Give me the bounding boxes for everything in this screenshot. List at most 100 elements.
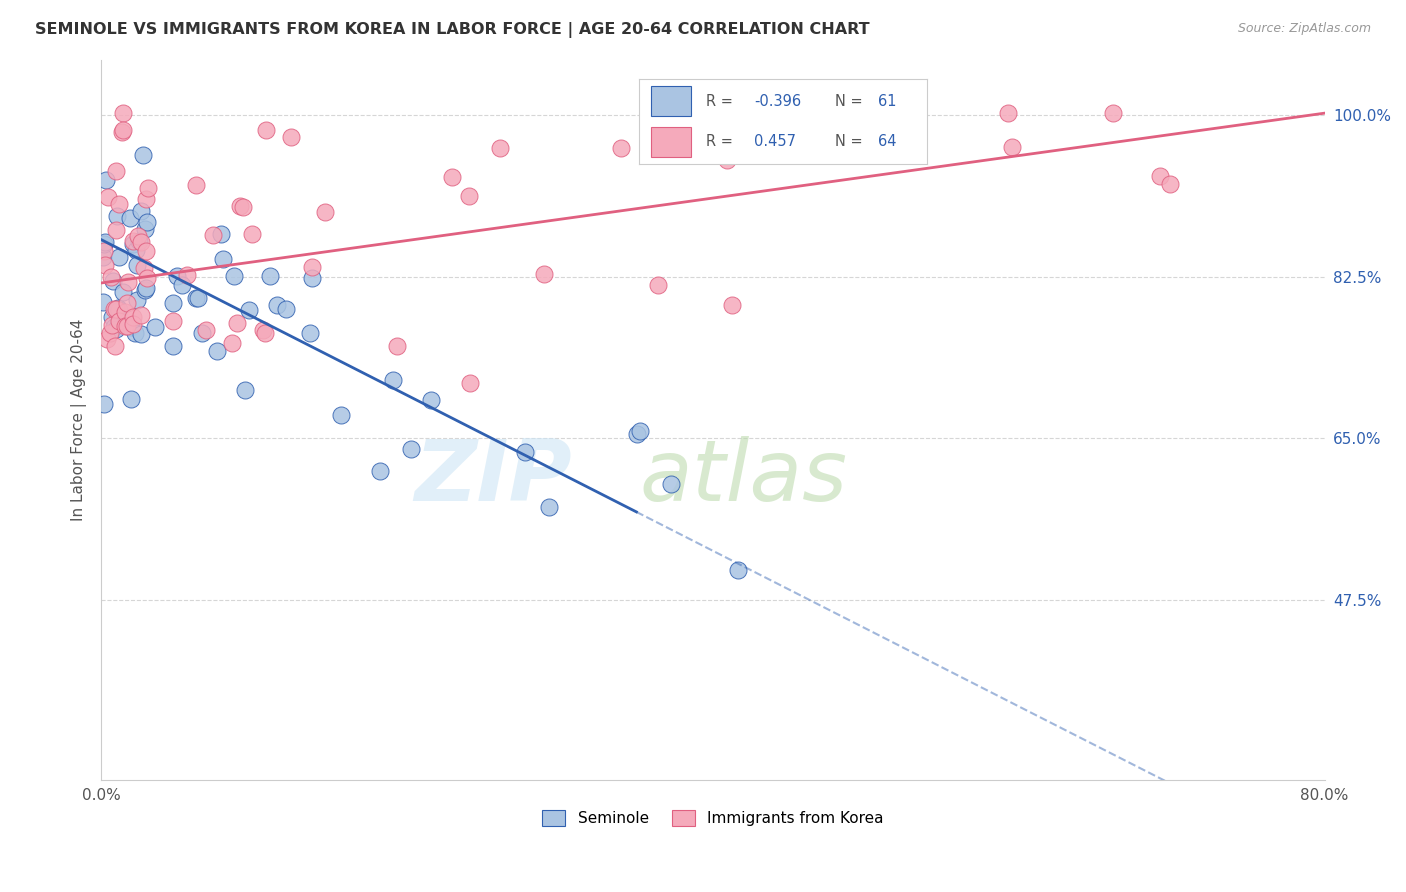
Point [107,301,129,315]
Point [314,205,336,219]
Point [111,123,134,137]
Point [98,326,121,341]
Point [659,476,682,491]
Point [716,153,738,167]
Point [238,303,260,318]
Point [93,244,115,259]
Point [170,277,193,292]
Point [107,302,129,317]
Point [121,236,143,251]
Point [162,338,184,352]
Point [105,302,128,317]
Point [280,129,302,144]
Point [1149,169,1171,183]
Point [190,326,212,340]
Point [134,283,156,297]
Point [100,270,122,285]
Point [124,326,146,340]
Point [184,178,207,193]
Point [101,310,124,325]
Text: Source: ZipAtlas.com: Source: ZipAtlas.com [1237,22,1371,36]
Point [93,236,115,251]
Point [266,298,288,312]
Point [96,333,118,347]
Point [128,234,150,248]
Point [207,344,229,359]
Point [135,244,157,258]
Point [132,260,155,275]
Point [226,317,249,331]
Point [115,295,138,310]
Point [232,200,254,214]
Point [125,258,148,272]
Point [127,229,149,244]
Point [515,445,537,459]
Point [440,169,463,184]
Point [104,339,127,353]
Point [381,373,404,387]
Point [330,409,353,423]
Point [94,258,117,272]
Point [162,295,184,310]
Point [212,252,235,266]
Point [1001,140,1024,154]
Point [135,271,157,285]
Point [107,314,129,328]
Point [136,181,159,195]
Point [107,197,129,211]
Point [100,318,122,333]
Point [131,327,153,342]
Point [1102,106,1125,120]
Point [727,563,749,577]
Point [176,268,198,283]
Point [117,276,139,290]
Point [136,215,159,229]
Point [121,310,143,325]
Point [135,281,157,295]
Point [104,164,127,178]
Point [166,268,188,283]
Point [1159,177,1181,191]
Point [132,148,155,162]
Point [110,125,132,139]
Point [118,211,141,225]
Point [997,106,1019,120]
Point [143,320,166,334]
Point [533,267,555,281]
Point [259,268,281,283]
Point [111,285,134,300]
Point [221,336,243,351]
Point [489,141,512,155]
Point [647,278,669,293]
Point [195,323,218,337]
Point [93,397,115,411]
Point [537,500,560,515]
Point [274,301,297,316]
Point [229,199,252,213]
Y-axis label: In Labor Force | Age 20-64: In Labor Force | Age 20-64 [72,318,87,521]
Point [162,314,184,328]
Point [104,223,127,237]
Point [129,235,152,249]
Point [111,106,134,120]
Point [385,339,408,353]
Text: ZIP: ZIP [415,435,572,519]
Point [125,244,148,258]
Point [202,228,225,243]
Point [104,322,127,336]
Point [120,320,142,334]
Point [121,317,143,331]
Point [235,383,257,397]
Point [301,271,323,285]
Text: SEMINOLE VS IMMIGRANTS FROM KOREA IN LABOR FORCE | AGE 20-64 CORRELATION CHART: SEMINOLE VS IMMIGRANTS FROM KOREA IN LAB… [35,22,870,38]
Point [103,274,125,288]
Point [94,173,117,187]
Legend: Seminole, Immigrants from Korea: Seminole, Immigrants from Korea [543,810,883,826]
Point [254,326,277,341]
Point [254,123,277,137]
Point [299,326,322,340]
Point [108,250,131,264]
Point [420,392,443,407]
Point [127,293,149,307]
Point [97,190,120,204]
